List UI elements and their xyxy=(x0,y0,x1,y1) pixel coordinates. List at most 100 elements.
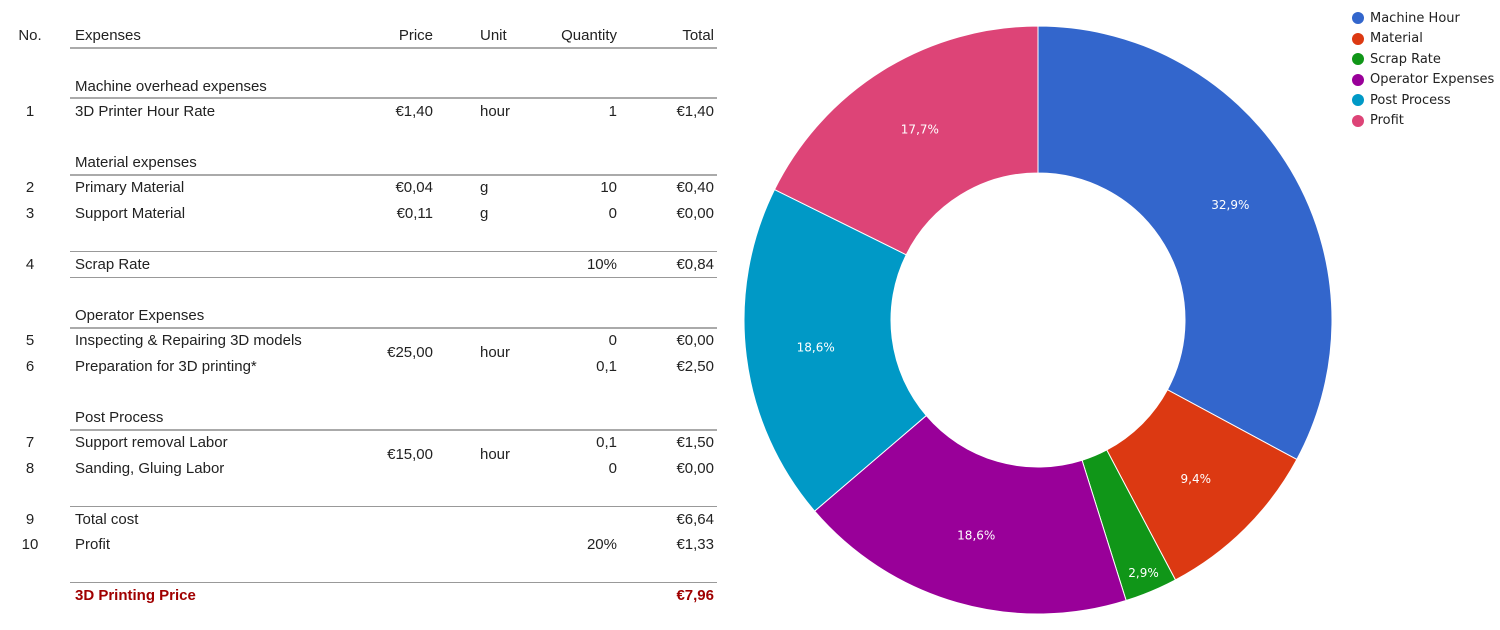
row-9-no: 9 xyxy=(25,511,35,528)
legend-dot-icon xyxy=(1352,32,1364,45)
section-title: Post Process xyxy=(75,409,164,426)
legend-dot-icon xyxy=(1352,114,1364,127)
divider xyxy=(70,429,717,431)
row-1-name: 3D Printer Hour Rate xyxy=(75,103,216,120)
row-8-no: 8 xyxy=(25,460,35,477)
legend-item[interactable]: Material xyxy=(1352,29,1494,50)
legend-label: Post Process xyxy=(1370,92,1451,108)
row-10-total: €1,33 xyxy=(676,536,714,553)
row-3-no: 3 xyxy=(25,205,35,222)
divider xyxy=(70,97,717,99)
legend-item[interactable]: Scrap Rate xyxy=(1352,49,1494,70)
row-4-name: Scrap Rate xyxy=(75,256,151,273)
slice-label: 32,9% xyxy=(1211,198,1249,212)
legend-dot-icon xyxy=(1352,94,1364,107)
row-9-total: €6,64 xyxy=(676,511,714,528)
row-2-no: 2 xyxy=(25,179,35,196)
slice-label: 18,6% xyxy=(797,341,835,355)
row-7-total: €1,50 xyxy=(676,434,714,451)
header-quantity: Quantity xyxy=(561,27,617,44)
row-7-name: Support removal Labor xyxy=(75,434,228,451)
row-7-qty: 0,1 xyxy=(596,434,617,451)
post-price: €15,00 xyxy=(387,446,433,463)
slice-post-process[interactable] xyxy=(743,188,928,512)
legend-dot-icon xyxy=(1352,12,1364,25)
row-3-name: Support Material xyxy=(75,205,186,222)
row-6-name: Preparation for 3D printing* xyxy=(75,358,257,375)
post-unit: hour xyxy=(480,446,511,463)
slice-label: 9,4% xyxy=(1181,472,1212,486)
chart-legend: Machine Hour Material Scrap Rate Operator E… xyxy=(1352,8,1494,131)
legend-item[interactable]: Machine Hour xyxy=(1352,8,1494,29)
row-3-unit: g xyxy=(480,205,489,222)
row-4-no: 4 xyxy=(25,256,35,273)
divider xyxy=(70,506,717,507)
row-2-unit: g xyxy=(480,179,489,196)
row-3-total: €0,00 xyxy=(676,205,714,222)
legend-dot-icon xyxy=(1352,73,1364,86)
divider xyxy=(70,327,717,329)
legend-item[interactable]: Operator Expenses xyxy=(1352,70,1494,91)
row-5-qty: 0 xyxy=(608,332,617,349)
row-10-qty: 20% xyxy=(586,536,617,553)
row-6-total: €2,50 xyxy=(676,358,714,375)
slice-label: 2,9% xyxy=(1128,566,1159,580)
row-5-total: €0,00 xyxy=(676,332,714,349)
header-total: Total xyxy=(682,27,714,44)
section-title: Operator Expenses xyxy=(75,307,205,324)
row-10-no: 10 xyxy=(21,536,39,553)
row-4-qty: 10% xyxy=(586,256,617,273)
legend-label: Profit xyxy=(1370,113,1404,129)
slice-label: 17,7% xyxy=(901,123,939,137)
slice-material[interactable] xyxy=(1106,389,1298,581)
operator-price: €25,00 xyxy=(387,344,433,361)
header-unit: Unit xyxy=(480,27,507,44)
row-6-qty: 0,1 xyxy=(596,358,617,375)
row-4-total: €0,84 xyxy=(676,256,714,273)
row-1-unit: hour xyxy=(480,103,511,120)
row-1-price: €1,40 xyxy=(395,103,433,120)
legend-label: Operator Expenses xyxy=(1370,72,1495,88)
row-10-name: Profit xyxy=(75,536,111,553)
legend-item[interactable]: Post Process xyxy=(1352,90,1494,111)
legend-label: Machine Hour xyxy=(1370,10,1460,26)
row-7-no: 7 xyxy=(25,434,35,451)
divider xyxy=(70,582,717,583)
row-2-price: €0,04 xyxy=(395,179,433,196)
legend-label: Material xyxy=(1370,31,1423,47)
slice-label: 18,6% xyxy=(957,528,995,542)
operator-unit: hour xyxy=(480,344,511,361)
section-title: Material expenses xyxy=(75,154,197,171)
slice-profit[interactable] xyxy=(773,25,1039,256)
divider xyxy=(70,277,717,278)
row-6-no: 6 xyxy=(25,358,35,375)
row-5-name: Inspecting & Repairing 3D models xyxy=(75,332,302,349)
row-8-qty: 0 xyxy=(608,460,617,477)
row-8-name: Sanding, Gluing Labor xyxy=(75,460,225,477)
row-2-total: €0,40 xyxy=(676,179,714,196)
legend-item[interactable]: Profit xyxy=(1352,111,1494,132)
header-expenses: Expenses xyxy=(75,27,141,44)
divider xyxy=(70,174,717,176)
divider xyxy=(70,47,717,49)
legend-label: Scrap Rate xyxy=(1370,51,1441,67)
slice-operator-expenses[interactable] xyxy=(813,414,1127,615)
row-2-name: Primary Material xyxy=(75,179,185,196)
divider xyxy=(70,251,717,252)
row-5-no: 5 xyxy=(25,332,35,349)
row-1-total: €1,40 xyxy=(676,103,714,120)
slice-machine-hour[interactable] xyxy=(1037,25,1333,461)
legend-dot-icon xyxy=(1352,53,1364,66)
row-9-name: Total cost xyxy=(75,511,139,528)
row-8-total: €0,00 xyxy=(676,460,714,477)
final-price-total: €7,96 xyxy=(676,587,714,604)
row-2-qty: 10 xyxy=(600,179,617,196)
row-3-qty: 0 xyxy=(608,205,617,222)
header-price: Price xyxy=(398,27,433,44)
final-price-label: 3D Printing Price xyxy=(75,587,196,604)
slice-scrap-rate[interactable] xyxy=(1081,449,1177,602)
header-no: No. xyxy=(18,27,42,44)
row-1-qty: 1 xyxy=(608,103,617,120)
section-title: Machine overhead expenses xyxy=(75,78,267,95)
row-1-no: 1 xyxy=(25,103,35,120)
